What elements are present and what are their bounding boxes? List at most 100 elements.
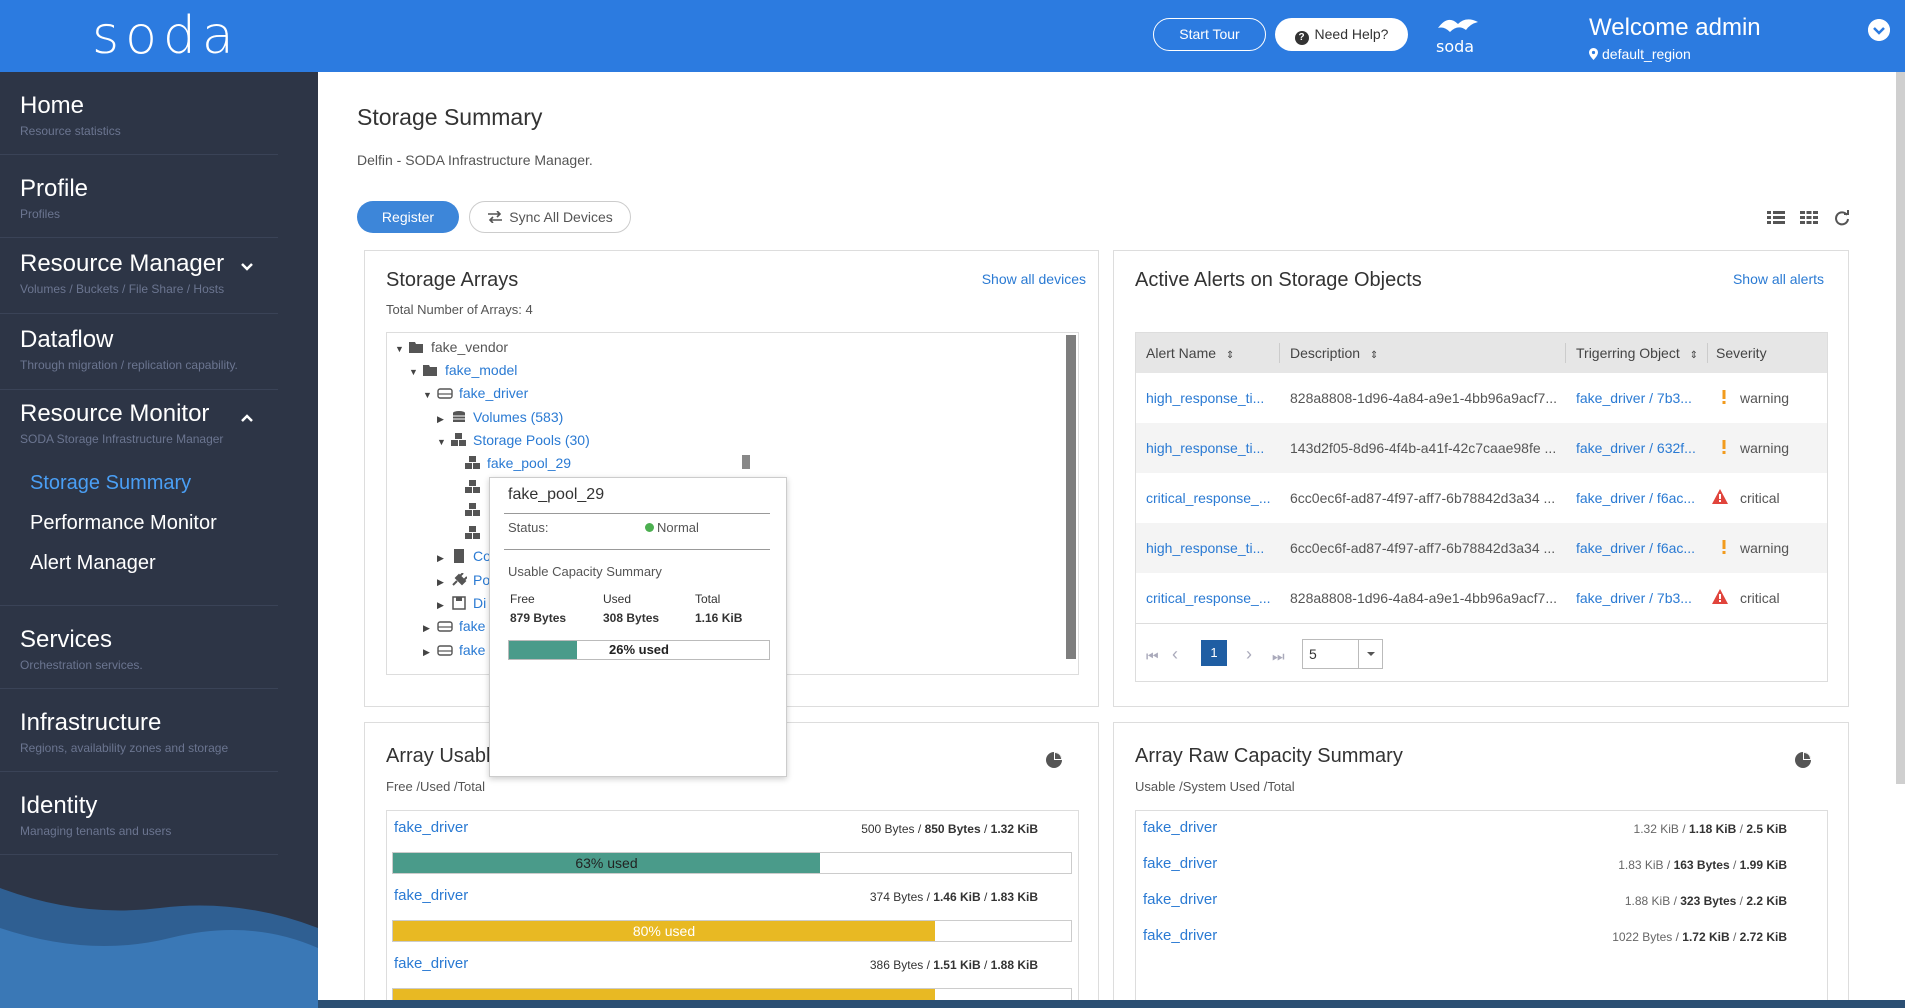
last-page-icon[interactable]: ⏭ xyxy=(1272,648,1285,664)
start-tour-button[interactable]: Start Tour xyxy=(1153,18,1266,51)
tooltip-summary-label: Usable Capacity Summary xyxy=(508,564,662,579)
array-name-link[interactable]: fake_driver xyxy=(1143,927,1218,944)
alert-name-link[interactable]: high_response_ti... xyxy=(1146,540,1265,556)
sidebar-subitem-storage-summary[interactable]: Storage Summary xyxy=(30,472,192,494)
tooltip-usage-bar: 26% used xyxy=(508,640,770,660)
refresh-icon[interactable] xyxy=(1833,210,1851,226)
hard-drive-icon xyxy=(437,621,453,632)
caret-right-icon[interactable]: ▶ xyxy=(437,553,444,563)
alert-name-link[interactable]: high_response_ti... xyxy=(1146,440,1265,456)
first-page-icon[interactable]: ⏮ xyxy=(1146,648,1159,664)
array-raw-capacity-panel: Array Raw Capacity Summary Usable /Syste… xyxy=(1113,722,1849,1008)
tree-node-disks[interactable]: ▶ Di xyxy=(437,593,486,613)
sidebar-subitem-performance-monitor[interactable]: Performance Monitor xyxy=(30,512,217,534)
caret-down-icon[interactable]: ▼ xyxy=(409,367,418,377)
caret-right-icon[interactable]: ▶ xyxy=(437,414,444,424)
array-name-link[interactable]: fake_driver xyxy=(1143,855,1218,872)
array-name-link[interactable]: fake_driver xyxy=(394,819,469,836)
tree-node-pool-hidden[interactable] xyxy=(465,500,487,520)
page-title: Storage Summary xyxy=(357,104,543,130)
sort-icon[interactable]: ⇕ xyxy=(1369,350,1379,361)
alert-object-link[interactable]: fake_driver / 7b3... xyxy=(1576,590,1692,606)
tree-node-vendor[interactable]: ▼ fake_vendor xyxy=(395,337,508,357)
sidebar-item-identity[interactable]: Identity Managing tenants and users xyxy=(0,772,278,855)
main-scrollbar[interactable] xyxy=(1896,72,1905,784)
alert-object-link[interactable]: fake_driver / 7b3... xyxy=(1576,390,1692,406)
column-header-alert-name[interactable]: Alert Name ⇕ xyxy=(1146,345,1234,361)
alert-severity: critical xyxy=(1740,490,1780,506)
user-menu-chevron-icon[interactable] xyxy=(1868,19,1890,41)
show-all-alerts-link[interactable]: Show all alerts xyxy=(1732,271,1824,287)
alert-row[interactable]: high_response_ti... 6cc0ec6f-ad87-4f97-af… xyxy=(1136,523,1827,573)
register-button[interactable]: Register xyxy=(357,201,459,233)
tree-label: Storage Pools (30) xyxy=(473,432,590,448)
tree-node-ports[interactable]: ▶ Po xyxy=(437,570,490,590)
alert-row[interactable]: high_response_ti... 828a8808-1d96-4a84-a9… xyxy=(1136,373,1827,423)
grid-view-icon[interactable] xyxy=(1800,210,1818,226)
alert-row[interactable]: critical_response_... 6cc0ec6f-ad87-4f97-… xyxy=(1136,473,1827,523)
capacity-bar: 63% used xyxy=(392,852,1072,874)
caret-right-icon[interactable]: ▶ xyxy=(423,623,430,633)
alert-name-link[interactable]: critical_response_... xyxy=(1146,490,1271,506)
page-size-select[interactable]: 5 xyxy=(1302,639,1383,669)
alert-row[interactable]: critical_response_... 828a8808-1d96-4a84-… xyxy=(1136,573,1827,623)
tree-node-driver[interactable]: ▼ fake_driver xyxy=(423,383,528,403)
tooltip-status-value: Normal xyxy=(657,520,699,535)
need-help-button[interactable]: ? Need Help? xyxy=(1275,18,1408,51)
sidebar-item-infrastructure[interactable]: Infrastructure Regions, availability zon… xyxy=(0,689,278,772)
list-view-icon[interactable] xyxy=(1767,210,1785,226)
array-name-link[interactable]: fake_driver xyxy=(394,955,469,972)
tree-node-driver-2[interactable]: ▶ fake xyxy=(423,616,485,636)
prev-page-icon[interactable]: ‹ xyxy=(1172,644,1178,664)
alert-object-link[interactable]: fake_driver / 632f... xyxy=(1576,440,1696,456)
tree-node-model[interactable]: ▼ fake_model xyxy=(409,360,517,380)
tree-node-pool[interactable]: fake_pool_29 xyxy=(465,453,571,473)
dropdown-caret-icon[interactable] xyxy=(1359,640,1383,668)
storage-arrays-total: Total Number of Arrays: 4 xyxy=(386,302,533,317)
show-all-devices-link[interactable]: Show all devices xyxy=(981,271,1086,287)
sidebar-subitem-alert-manager[interactable]: Alert Manager xyxy=(30,552,156,574)
array-name-link[interactable]: fake_driver xyxy=(394,887,469,904)
caret-down-icon[interactable]: ▼ xyxy=(423,390,432,400)
next-page-icon[interactable]: › xyxy=(1246,644,1252,664)
question-icon: ? xyxy=(1294,31,1309,45)
alert-name-link[interactable]: high_response_ti... xyxy=(1146,390,1265,406)
tree-node-pool-hidden[interactable] xyxy=(465,477,487,497)
caret-right-icon[interactable]: ▶ xyxy=(423,647,430,657)
caret-down-icon[interactable]: ▼ xyxy=(395,344,404,354)
chevron-down-icon[interactable] xyxy=(240,260,254,274)
tree-node-storage-pools[interactable]: ▼ Storage Pools (30) xyxy=(437,430,590,450)
sidebar-item-dataflow[interactable]: Dataflow Through migration / replication… xyxy=(0,314,278,390)
sidebar-item-resource-manager[interactable]: Resource Manager Volumes / Buckets / Fil… xyxy=(0,238,278,314)
array-name-link[interactable]: fake_driver xyxy=(1143,891,1218,908)
tree-node-pool-hidden[interactable] xyxy=(465,523,487,543)
pie-chart-icon[interactable] xyxy=(1045,751,1063,769)
page-number-button[interactable]: 1 xyxy=(1201,640,1227,666)
tree-scrollbar[interactable] xyxy=(1066,335,1076,659)
sidebar-item-resource-monitor[interactable]: Resource Monitor SODA Storage Infrastruc… xyxy=(0,390,278,606)
caret-right-icon[interactable]: ▶ xyxy=(437,577,444,587)
column-header-description[interactable]: Description ⇕ xyxy=(1290,345,1378,361)
chevron-up-icon[interactable] xyxy=(240,411,254,425)
sidebar-item-home[interactable]: Home Resource statistics xyxy=(0,72,278,155)
alert-object-link[interactable]: fake_driver / f6ac... xyxy=(1576,540,1696,556)
sidebar-item-services[interactable]: Services Orchestration services. xyxy=(0,606,278,689)
soda-logo[interactable]: soda xyxy=(92,6,240,66)
sidebar-item-profile[interactable]: Profile Profiles xyxy=(0,155,278,238)
column-header-triggering-object[interactable]: Trigerring Object ⇕ xyxy=(1576,345,1698,361)
alert-object-link[interactable]: fake_driver / f6ac... xyxy=(1576,490,1696,506)
tree-node-controllers[interactable]: ▶ Co xyxy=(437,546,491,566)
horizontal-scrollbar[interactable] xyxy=(318,1000,1905,1008)
sync-all-devices-button[interactable]: Sync All Devices xyxy=(469,201,631,233)
sort-icon[interactable]: ⇕ xyxy=(1225,350,1235,361)
tree-node-volumes[interactable]: ▶ Volumes (583) xyxy=(437,407,563,427)
resize-handle[interactable] xyxy=(742,455,750,469)
caret-down-icon[interactable]: ▼ xyxy=(437,437,446,447)
sort-icon[interactable]: ⇕ xyxy=(1689,350,1699,361)
pie-chart-icon[interactable] xyxy=(1794,751,1812,769)
alert-row[interactable]: high_response_ti... 143d2f05-8d96-4f4b-a4… xyxy=(1136,423,1827,473)
tree-node-driver-3[interactable]: ▶ fake xyxy=(423,640,485,660)
alert-name-link[interactable]: critical_response_... xyxy=(1146,590,1271,606)
caret-right-icon[interactable]: ▶ xyxy=(437,600,444,610)
array-name-link[interactable]: fake_driver xyxy=(1143,819,1218,836)
